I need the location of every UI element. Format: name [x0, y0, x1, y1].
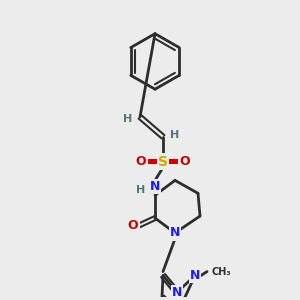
Text: N: N [170, 226, 180, 239]
Text: CH₃: CH₃ [211, 267, 231, 277]
Text: O: O [128, 220, 138, 232]
Text: O: O [136, 155, 146, 168]
Text: H: H [123, 114, 133, 124]
Text: H: H [136, 185, 146, 195]
Text: N: N [172, 286, 182, 299]
Text: N: N [190, 269, 200, 282]
Text: H: H [170, 130, 180, 140]
Text: N: N [150, 180, 160, 193]
Text: S: S [158, 154, 168, 169]
Text: O: O [180, 155, 190, 168]
